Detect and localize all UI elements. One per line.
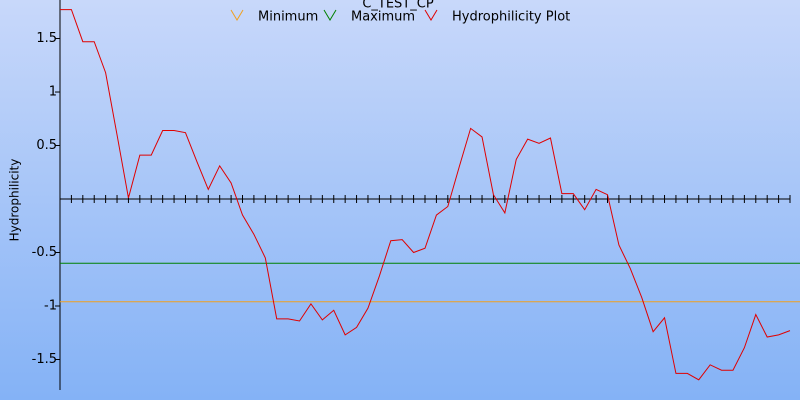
legend-icon — [230, 9, 244, 21]
legend-label: Minimum — [258, 10, 318, 25]
legend-label: Hydrophilicity Plot — [452, 10, 570, 25]
y-tick-label: 1 — [49, 85, 57, 100]
legend-icon — [323, 9, 337, 21]
y-tick-label: 0.5 — [36, 138, 57, 153]
y-tick-label: -1.5 — [32, 352, 57, 367]
y-axis-label: Hydrophilicity — [8, 159, 22, 242]
y-tick-label: -1 — [44, 299, 57, 314]
legend-icon — [424, 9, 438, 21]
y-tick-label: -0.5 — [32, 245, 57, 260]
data-line — [60, 9, 791, 381]
legend-label: Maximum — [351, 10, 415, 25]
y-tick-label: 1.5 — [36, 31, 57, 46]
chart-title: C_TEST_CP — [362, 0, 434, 12]
